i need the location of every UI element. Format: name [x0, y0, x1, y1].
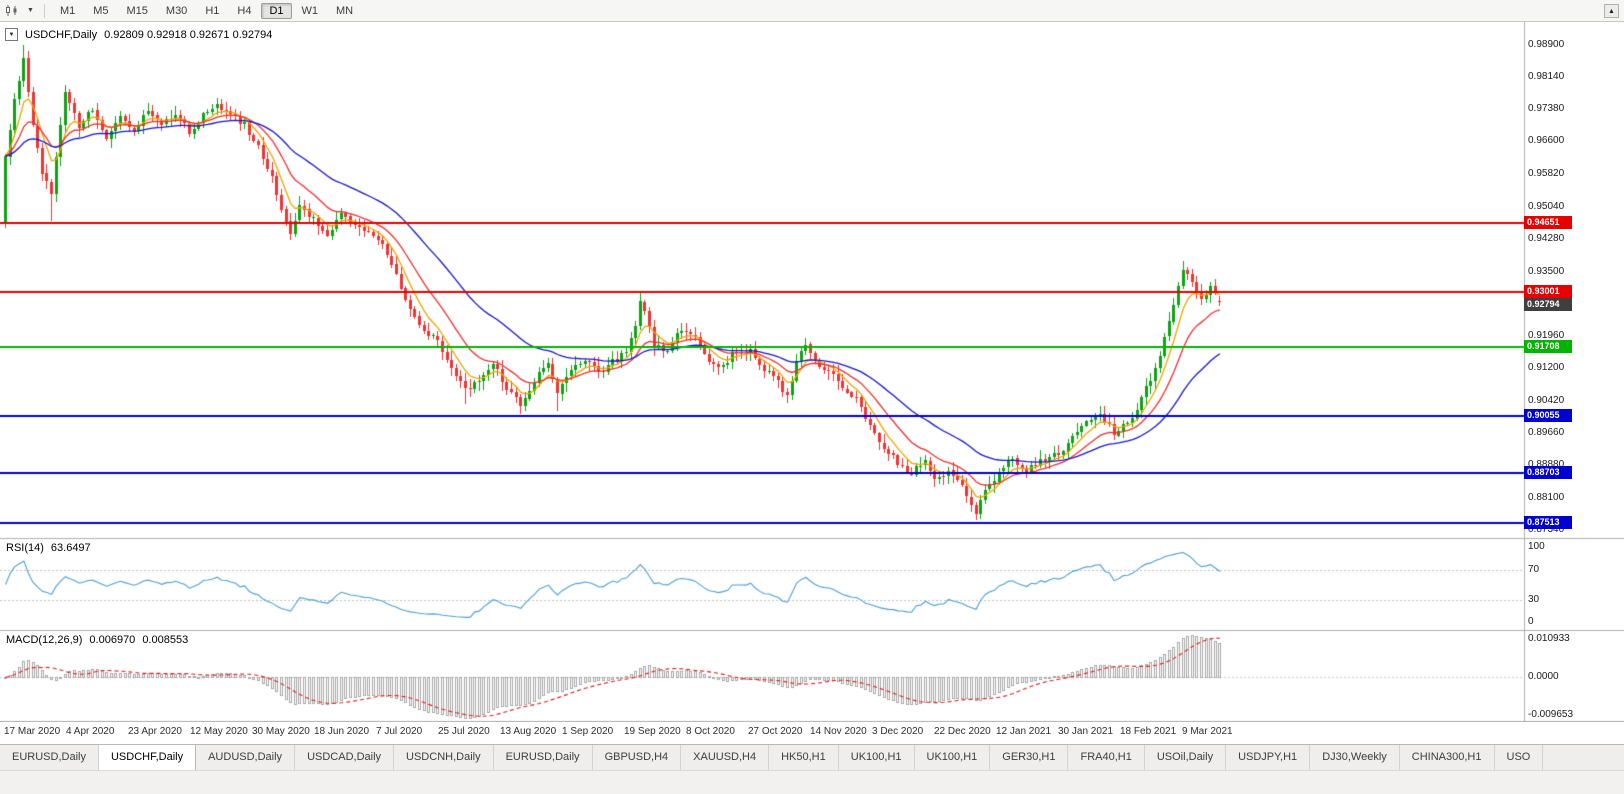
timeframe-button-w1[interactable]: W1: [301, 4, 319, 17]
price-line-badge: 0.93001: [1524, 285, 1572, 298]
date-axis-label: 22 Dec 2020: [934, 726, 991, 737]
macd-main-value: 0.006970: [89, 634, 136, 646]
price-axis-tick: 0.94280: [1528, 232, 1565, 244]
symbol-tab-eurusd-daily[interactable]: EURUSD,Daily: [494, 745, 593, 770]
price-axis-tick: 0.97380: [1528, 102, 1565, 114]
timeframe-button-h1[interactable]: H1: [205, 4, 220, 17]
date-axis-label: 13 Aug 2020: [500, 726, 557, 737]
date-axis-label: 7 Jul 2020: [376, 726, 423, 737]
date-axis-label: 4 Apr 2020: [66, 726, 115, 737]
chart-ohlc-values: 0.92809 0.92918 0.92671 0.92794: [104, 28, 273, 41]
price-axis-tick: 0.88100: [1528, 492, 1565, 504]
date-axis-label: 25 Jul 2020: [438, 726, 490, 737]
rsi-axis-tick: 0: [1528, 616, 1534, 627]
chart-region: ▼ USDCHF,Daily 0.92809 0.92918 0.92671 0…: [0, 22, 1624, 744]
price-line-badge: 0.87513: [1524, 516, 1572, 529]
symbol-tab-gbpusd-h4[interactable]: GBPUSD,H4: [593, 745, 682, 770]
timeframe-button-mn[interactable]: MN: [336, 4, 354, 17]
timeframe-button-m30[interactable]: M30: [165, 4, 188, 17]
timeframe-button-d1[interactable]: D1: [261, 2, 292, 19]
symbol-tab-usdcnh-daily[interactable]: USDCNH,Daily: [394, 745, 494, 770]
date-axis-label: 30 May 2020: [252, 726, 310, 737]
date-axis-label: 3 Dec 2020: [872, 726, 924, 737]
date-axis-label: 14 Nov 2020: [810, 726, 867, 737]
macd-name: MACD(12,26,9): [6, 634, 83, 646]
symbol-tab-usoil-daily[interactable]: USOil,Daily: [1145, 745, 1227, 770]
date-axis-label: 19 Sep 2020: [624, 726, 681, 737]
date-axis-label: 9 Mar 2021: [1182, 726, 1233, 737]
date-axis-label: 1 Sep 2020: [562, 726, 614, 737]
price-line-badge: 0.88703: [1524, 466, 1572, 479]
timeframe-button-m1[interactable]: M1: [59, 4, 76, 17]
price-chart-canvas[interactable]: [0, 22, 1624, 722]
top-toolbar: ▼ M1 M5 M15 M30 H1 H4 D1 W1 MN ▲: [0, 0, 1624, 22]
rsi-axis-tick: 100: [1528, 541, 1545, 552]
macd-signal-value: 0.008553: [142, 634, 189, 646]
symbol-tab-usdjpy-h1[interactable]: USDJPY,H1: [1226, 745, 1311, 770]
symbol-tab-usdcad-daily[interactable]: USDCAD,Daily: [295, 745, 395, 770]
timeframe-button-h4[interactable]: H4: [237, 4, 252, 17]
chart-type-icon[interactable]: [4, 4, 21, 17]
price-axis-tick: 0.88880: [1528, 459, 1565, 471]
price-axis-tick: 0.93500: [1528, 265, 1565, 277]
timeframe-button-m5[interactable]: M5: [93, 4, 109, 17]
date-axis-label: 30 Jan 2021: [1058, 726, 1114, 737]
price-axis-tick: 0.90420: [1528, 394, 1565, 406]
symbol-tab-xauusd-h4[interactable]: XAUUSD,H4: [681, 745, 770, 770]
price-line-badge: 0.91708: [1524, 340, 1572, 353]
date-axis-label: 8 Oct 2020: [686, 726, 735, 737]
symbol-tab-audusd-daily[interactable]: AUDUSD,Daily: [196, 745, 296, 770]
macd-indicator-label: MACD(12,26,9) 0.006970 0.008553: [6, 634, 188, 646]
symbol-tab-uso[interactable]: USO: [1495, 745, 1544, 770]
symbol-tab-dj30-weekly[interactable]: DJ30,Weekly: [1310, 745, 1400, 770]
rsi-name: RSI(14): [6, 542, 44, 554]
chart-title: ▼ USDCHF,Daily 0.92809 0.92918 0.92671 0…: [5, 28, 272, 41]
price-line-badge: 0.94651: [1524, 216, 1572, 229]
date-axis-label: 23 Apr 2020: [128, 726, 182, 737]
price-axis-tick: 0.95040: [1528, 200, 1565, 212]
macd-axis-tick: 0.010933: [1528, 633, 1570, 644]
rsi-axis-tick: 70: [1528, 563, 1540, 575]
date-axis-label: 18 Jun 2020: [314, 726, 370, 737]
timeframe-button-m15[interactable]: M15: [126, 4, 148, 17]
price-axis-tick: 0.91960: [1528, 330, 1565, 342]
date-axis-label: 12 Jan 2021: [996, 726, 1052, 737]
date-axis-label: 18 Feb 2021: [1120, 726, 1177, 737]
rsi-indicator-label: RSI(14) 63.6497: [6, 542, 91, 554]
rsi-axis-tick: 30: [1528, 593, 1540, 605]
chart-symbol-label: USDCHF,Daily: [25, 28, 98, 41]
chart-overlays: ▼ USDCHF,Daily 0.92809 0.92918 0.92671 0…: [0, 22, 1624, 744]
date-axis-label: 12 May 2020: [190, 726, 248, 737]
symbol-tab-china300-h1[interactable]: CHINA300,H1: [1400, 745, 1495, 770]
toolbar-dropdown-caret[interactable]: ▼: [27, 7, 34, 14]
scroll-up-button[interactable]: ▲: [1604, 4, 1619, 18]
symbol-tabs-bar: EURUSD,Daily USDCHF,Daily AUDUSD,Daily USDC…: [0, 744, 1624, 770]
date-axis-label: 17 Mar 2020: [4, 726, 61, 737]
price-axis-tick: 0.98140: [1528, 70, 1565, 82]
price-line-badge: 0.90055: [1524, 409, 1572, 422]
symbol-tab-fra40-h1[interactable]: FRA40,H1: [1068, 745, 1145, 770]
symbol-tab-ger30-h1[interactable]: GER30,H1: [990, 745, 1069, 770]
price-axis-tick: 0.96600: [1528, 135, 1565, 147]
symbol-tab-uk100-h1[interactable]: UK100,H1: [839, 745, 915, 770]
symbol-tab-eurusd-daily[interactable]: EURUSD,Daily: [0, 745, 99, 770]
price-axis-tick: 0.87340: [1528, 523, 1565, 535]
toolbar-separator: [43, 3, 45, 18]
symbol-tab-usdchf-daily[interactable]: USDCHF,Daily: [98, 745, 197, 770]
price-axis-tick: 0.91200: [1528, 362, 1565, 374]
status-strip: [0, 770, 1624, 794]
rsi-value: 63.6497: [50, 542, 91, 554]
macd-axis-tick: -0.009653: [1528, 709, 1574, 720]
date-axis-label: 27 Oct 2020: [748, 726, 803, 737]
current-price-badge: 0.92794: [1524, 298, 1572, 311]
price-axis-tick: 0.89660: [1528, 426, 1565, 438]
timeframe-button-group: M1 M5 M15 M30 H1 H4 D1 W1 MN: [52, 2, 361, 19]
symbol-dropdown-caret[interactable]: ▼: [5, 28, 18, 41]
price-axis-tick: 0.98900: [1528, 38, 1565, 50]
price-axis-tick: 0.95820: [1528, 168, 1565, 180]
macd-axis-tick: 0.0000: [1528, 671, 1559, 682]
symbol-tab-hk50-h1[interactable]: HK50,H1: [769, 745, 839, 770]
symbol-tab-uk100-h1[interactable]: UK100,H1: [915, 745, 991, 770]
